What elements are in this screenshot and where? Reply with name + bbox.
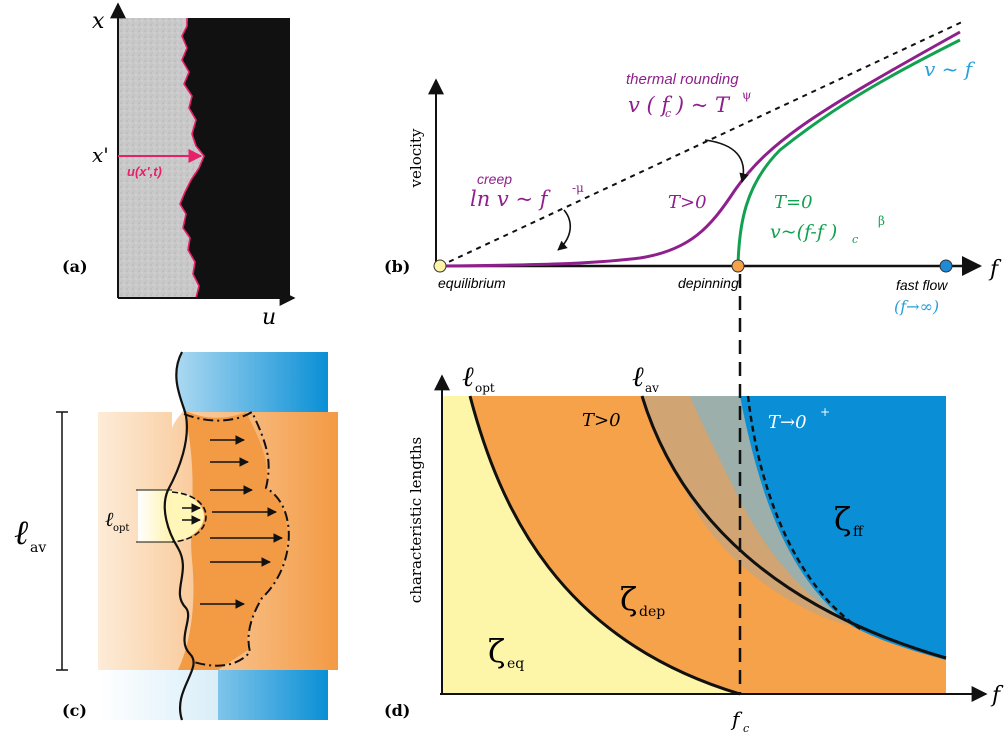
l-opt-sub: opt <box>113 523 129 534</box>
l-av-label: ℓ <box>14 513 28 553</box>
opt-outline <box>171 491 207 543</box>
panel-c-label: (c) <box>62 701 87 720</box>
depinning-label: depinning <box>678 275 739 291</box>
thermal-exponent: ψ <box>742 88 751 102</box>
zeta-ff-label: ζ <box>834 500 851 538</box>
zeta-ff-sub: ff <box>853 524 864 540</box>
x-prime-label: x' <box>92 143 109 167</box>
thermal-curve <box>439 30 961 268</box>
thermal-crossover-2 <box>690 396 852 626</box>
l-opt-curve-label: ℓ <box>462 360 474 393</box>
l-av-curve-label: ℓ <box>632 360 644 393</box>
panel-d-label: (d) <box>384 701 410 720</box>
opt-bubble <box>170 490 204 542</box>
fc-sub: c <box>743 722 749 735</box>
thermal-arrow <box>704 139 749 183</box>
equilibrium-regime <box>442 396 740 694</box>
linear-flow-label: v ~ f <box>924 57 976 81</box>
axis-x-label: x <box>92 9 105 34</box>
t-positive-label: T>0 <box>668 192 707 213</box>
panel-a-label: (a) <box>62 257 88 276</box>
l-opt-curve-sub: opt <box>475 381 495 395</box>
t-zero-label: T=0 <box>774 192 813 213</box>
zeta-eq-sub: eq <box>507 656 524 672</box>
thermal-title: thermal rounding <box>626 71 739 88</box>
fast-flow-label: fast flow <box>896 277 948 293</box>
t-zero-limit-sup: + <box>820 405 830 419</box>
panel-c: ℓ av ℓ opt (c) <box>14 351 338 721</box>
creep-title: creep <box>477 171 512 187</box>
creep-arrow <box>557 209 571 251</box>
depinning-point <box>731 259 745 273</box>
l-opt-label: ℓ <box>105 507 114 531</box>
t-zero-limit-label: T→0 <box>768 412 807 433</box>
force-label-d: f <box>990 683 1004 708</box>
l-opt-curve <box>468 395 741 696</box>
fast-flow-regime <box>740 396 946 660</box>
l-av-curve <box>640 395 947 660</box>
equilibrium-label: equilibrium <box>438 275 506 291</box>
zero-temperature-curve <box>736 38 961 267</box>
l-av-sub: av <box>30 540 46 556</box>
creep-exponent: -μ <box>572 181 584 195</box>
depinning-sub: c <box>852 233 858 246</box>
l-av-curve-sub: av <box>645 381 659 395</box>
zeta-eq-label: ζ <box>488 632 505 670</box>
panel-b-label: (b) <box>384 257 410 276</box>
zeta-dep-label: ζ <box>620 580 637 618</box>
depinning-exponent: β <box>878 214 885 228</box>
displacement-arrows <box>182 435 283 609</box>
lengths-label: characteristic lengths <box>407 437 425 603</box>
panel-b: velocity f creep ln v ~ f -μ thermal rou… <box>384 21 1002 316</box>
panel-a: x u x' u(x',t) (a) <box>62 2 296 330</box>
advanced-region <box>178 410 288 670</box>
displacement-label: u(x',t) <box>127 164 162 179</box>
zeta-dep-sub: dep <box>639 604 665 620</box>
velocity-label: velocity <box>407 128 425 188</box>
fc-label: f <box>730 707 743 731</box>
force-label: f <box>988 257 1002 282</box>
front-outline <box>183 410 290 667</box>
white-region <box>98 352 184 430</box>
creep-formula: ln v ~ f <box>470 187 551 211</box>
domain-image-dark <box>180 18 290 298</box>
depinning-formula: v~(f-f ) <box>770 221 837 243</box>
axis-u-label: u <box>262 305 276 330</box>
white-region-lower <box>98 670 218 720</box>
thermal-sub: c <box>665 107 671 120</box>
t-positive-label-d: T>0 <box>582 410 621 431</box>
panel-d: characteristic lengths f f c ℓ opt ℓ av … <box>384 274 1004 735</box>
domain-wall <box>179 18 205 299</box>
fast-flow-point <box>939 259 953 273</box>
wall-outline <box>163 351 195 721</box>
linear-asymptote <box>439 21 963 267</box>
equilibrium-point <box>433 259 447 273</box>
fast-flow-limit: (f→∞) <box>894 297 939 316</box>
thermal-formula: v ( f ) ~ T <box>628 93 731 117</box>
